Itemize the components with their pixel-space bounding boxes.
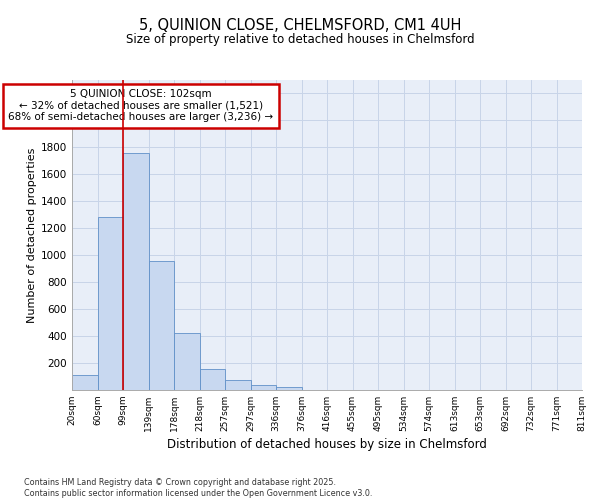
Bar (174, 334, 199, 390)
Bar (123, 153, 149, 390)
Bar (276, 388, 302, 390)
Text: 5 QUINION CLOSE: 102sqm
← 32% of detached houses are smaller (1,521)
68% of semi: 5 QUINION CLOSE: 102sqm ← 32% of detache… (8, 90, 274, 122)
Bar (97, 218, 123, 390)
Text: 5, QUINION CLOSE, CHELMSFORD, CM1 4UH: 5, QUINION CLOSE, CHELMSFORD, CM1 4UH (139, 18, 461, 32)
Bar (149, 260, 174, 390)
Bar (72, 375, 97, 390)
Bar (251, 384, 276, 390)
Text: Contains HM Land Registry data © Crown copyright and database right 2025.
Contai: Contains HM Land Registry data © Crown c… (24, 478, 373, 498)
Y-axis label: Number of detached properties: Number of detached properties (27, 148, 37, 322)
Bar (199, 369, 225, 390)
X-axis label: Distribution of detached houses by size in Chelmsford: Distribution of detached houses by size … (167, 438, 487, 451)
Bar (225, 380, 251, 390)
Text: Size of property relative to detached houses in Chelmsford: Size of property relative to detached ho… (125, 32, 475, 46)
